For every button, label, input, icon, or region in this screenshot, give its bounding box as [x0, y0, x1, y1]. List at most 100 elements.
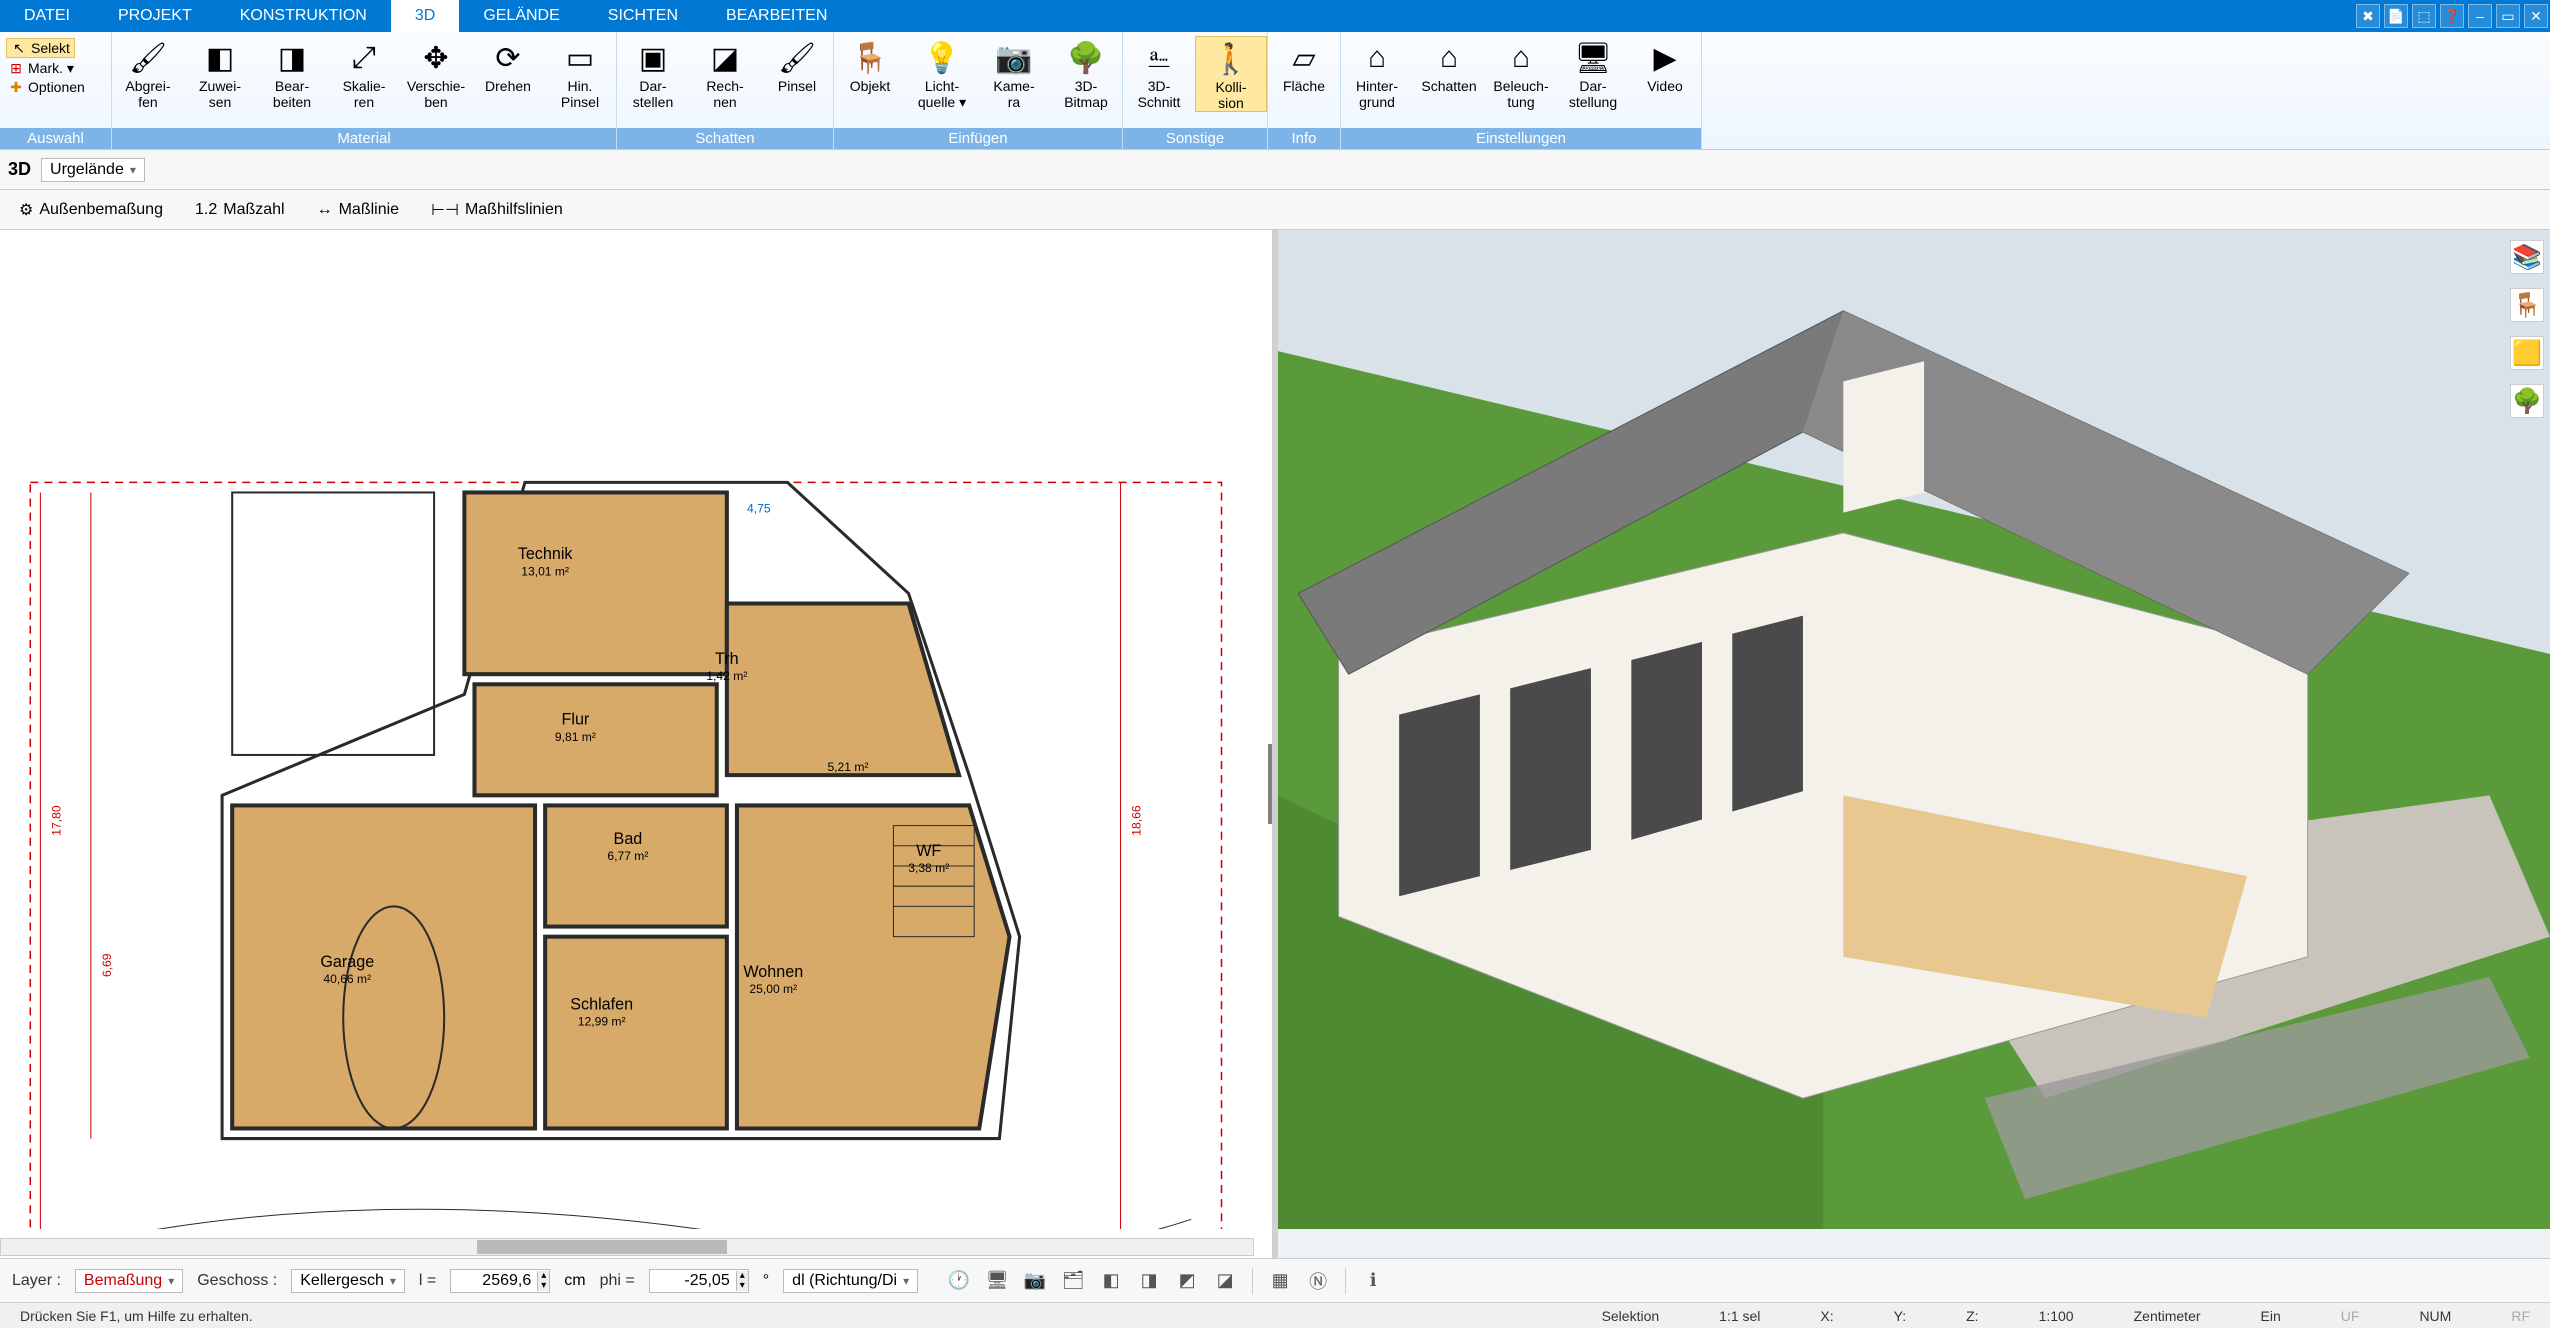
status-selcount: 1:1 sel [1709, 1308, 1770, 1324]
ribbon-btn-licht-quelle-[interactable]: 💡Licht- quelle ▾ [906, 36, 978, 110]
close-icon[interactable]: ✕ [2524, 4, 2548, 28]
plus-icon: ✚ [8, 79, 24, 95]
menu-tab-konstruktion[interactable]: KONSTRUKTION [216, 0, 391, 32]
ctrl-icon-12[interactable]: ℹ [1358, 1266, 1388, 1296]
layers-icon[interactable]: 📚 [2510, 240, 2544, 274]
ribbon-btn-kame-ra[interactable]: 📷Kame- ra [978, 36, 1050, 110]
ribbon-btn-dar-stellen[interactable]: ▣Dar- stellen [617, 36, 689, 110]
menu-tab-bearbeiten[interactable]: BEARBEITEN [702, 0, 851, 32]
room-label-bad: Bad [614, 830, 643, 848]
main-area: Technik13,01 m²Flur9,81 m²Trh1,42 m²5,21… [0, 230, 2550, 1258]
dim-label: Außenbemaßung [39, 201, 163, 219]
menu-tab-3d[interactable]: 3D [391, 0, 459, 32]
length-input[interactable]: ▴▾ [450, 1269, 550, 1293]
ribbon-btn-schatten[interactable]: ⌂Schatten [1413, 36, 1485, 110]
ribbon-btn-zuwei-sen[interactable]: ◧Zuwei- sen [184, 36, 256, 110]
phi-label: phi = [600, 1272, 635, 1290]
hscrollbar-2d[interactable] [0, 1238, 1254, 1256]
ctrl-icon-3[interactable]: 🗂 [1058, 1266, 1088, 1296]
ribbon-icon: 🌳 [1066, 38, 1106, 78]
ribbon-btn-3d-schnitt[interactable]: ⎁3D- Schnitt [1123, 36, 1195, 110]
select-button[interactable]: ↖Selekt [6, 38, 75, 58]
svg-text:6,69: 6,69 [100, 953, 114, 977]
dim-btn-maßhilfslinien[interactable]: ⊢⊣Maßhilfslinien [420, 195, 574, 225]
ribbon-btn-kolli-sion[interactable]: 🚶Kolli- sion [1195, 36, 1267, 112]
ctrl-icon-1[interactable]: 🖥 [982, 1266, 1012, 1296]
ribbon-btn-fl-che[interactable]: ▱Fläche [1268, 36, 1340, 110]
layer-dropdown[interactable]: Bemaßung [75, 1269, 183, 1293]
ribbon-btn-objekt[interactable]: 🪑Objekt [834, 36, 906, 110]
pane-2d-plan[interactable]: Technik13,01 m²Flur9,81 m²Trh1,42 m²5,21… [0, 230, 1278, 1258]
ribbon-icon: 🖌 [777, 38, 817, 78]
help-icon[interactable]: ❓ [2440, 4, 2464, 28]
ctrl-icon-9[interactable]: ▦ [1265, 1266, 1295, 1296]
ribbon-btn-skalie-ren[interactable]: ⤢Skalie- ren [328, 36, 400, 110]
ribbon-btn-hin-pinsel[interactable]: ▭Hin. Pinsel [544, 36, 616, 110]
ribbon-btn-beleuch-tung[interactable]: ⌂Beleuch- tung [1485, 36, 1557, 110]
terrain-dropdown[interactable]: Urgelände [41, 158, 145, 182]
dl-dropdown[interactable]: dl (Richtung/Di [783, 1269, 918, 1293]
ribbon-icon: ◨ [272, 38, 312, 78]
room-label-wf: WF [916, 842, 941, 860]
sys-icon-2[interactable]: ⬚ [2412, 4, 2436, 28]
ctrl-icon-7[interactable]: ◪ [1210, 1266, 1240, 1296]
ribbon-btn-drehen[interactable]: ⟳Drehen [472, 36, 544, 110]
select-label: Selekt [31, 40, 70, 56]
ribbon-btn-hinter-grund[interactable]: ⌂Hinter- grund [1341, 36, 1413, 110]
ribbon-btn-abgrei-fen[interactable]: 🖌Abgrei- fen [112, 36, 184, 110]
ribbon-btn-video[interactable]: ▶Video [1629, 36, 1701, 110]
ribbon-icon: ⟳ [488, 38, 528, 78]
status-num: NUM [2409, 1308, 2461, 1324]
ribbon-btn-rech-nen[interactable]: ◪Rech- nen [689, 36, 761, 110]
splitter-handle[interactable] [1268, 744, 1278, 824]
ribbon-btn-pinsel[interactable]: 🖌Pinsel [761, 36, 833, 110]
ribbon-icon: 🖥 [1573, 38, 1613, 78]
ribbon-icon: ⤢ [344, 38, 384, 78]
dim-btn-maßlinie[interactable]: ↔Maßlinie [306, 196, 410, 224]
ribbon-btn-label: Pinsel [778, 78, 816, 110]
room-label-technik: Technik [518, 545, 574, 563]
ribbon-btn-verschie-ben[interactable]: ✥Verschie- ben [400, 36, 472, 110]
ctrl-icon-10[interactable]: Ⓝ [1303, 1266, 1333, 1296]
dimension-bar: ⚙Außenbemaßung 1.2Maßzahl ↔Maßlinie ⊢⊣Maßhi… [0, 190, 2550, 230]
mark-label: Mark. ▾ [28, 60, 74, 77]
ribbon-btn-label: Drehen [485, 78, 531, 110]
room-label-schlafen: Schlafen [570, 995, 633, 1013]
geschoss-dropdown[interactable]: Kellergesch [291, 1269, 405, 1293]
materials-icon[interactable]: 🟨 [2510, 336, 2544, 370]
minimize-icon[interactable]: – [2468, 4, 2492, 28]
options-button[interactable]: ✚Optionen [6, 79, 87, 95]
pane-3d-view[interactable]: 📚 🪑 🟨 🌳 [1278, 230, 2550, 1258]
menu-tab-sichten[interactable]: SICHTEN [584, 0, 702, 32]
sys-icon-0[interactable]: ✖ [2356, 4, 2380, 28]
menu-tab-gelaende[interactable]: GELÄNDE [459, 0, 583, 32]
maximize-icon[interactable]: ▭ [2496, 4, 2520, 28]
panel-label-material: Material [112, 128, 616, 149]
mark-button[interactable]: ⊞Mark. ▾ [6, 60, 76, 77]
ctrl-icon-4[interactable]: ◧ [1096, 1266, 1126, 1296]
ctrl-icon-0[interactable]: 🕐 [944, 1266, 974, 1296]
furniture-icon[interactable]: 🪑 [2510, 288, 2544, 322]
ctrl-icon-6[interactable]: ◩ [1172, 1266, 1202, 1296]
dim-btn-maßzahl[interactable]: 1.2Maßzahl [184, 196, 296, 224]
panel-label-einstellungen: Einstellungen [1341, 128, 1701, 149]
ctrl-icon-2[interactable]: 📷 [1020, 1266, 1050, 1296]
ribbon-icon: ⌂ [1357, 38, 1397, 78]
ribbon-btn-bear-beiten[interactable]: ◨Bear- beiten [256, 36, 328, 110]
ribbon-btn-3d-bitmap[interactable]: 🌳3D- Bitmap [1050, 36, 1122, 110]
dim-icon: ↔ [317, 201, 333, 219]
ribbon-btn-dar-stellung[interactable]: 🖥Dar- stellung [1557, 36, 1629, 110]
ribbon-btn-label: Schatten [1421, 78, 1476, 110]
sys-icon-1[interactable]: 📄 [2384, 4, 2408, 28]
dim-label: Maßzahl [223, 201, 284, 219]
menu-tab-projekt[interactable]: PROJEKT [94, 0, 216, 32]
menu-tab-datei[interactable]: DATEI [0, 0, 94, 32]
phi-input[interactable]: ▴▾ [649, 1269, 749, 1293]
tree-icon[interactable]: 🌳 [2510, 384, 2544, 418]
ctrl-icon-5[interactable]: ◨ [1134, 1266, 1164, 1296]
status-selektion: Selektion [1592, 1308, 1670, 1324]
svg-text:17,80: 17,80 [50, 805, 64, 836]
dim-btn-außenbemaßung[interactable]: ⚙Außenbemaßung [8, 195, 174, 225]
ribbon-icon: 💡 [922, 38, 962, 78]
ribbon-btn-label: Zuwei- sen [199, 78, 241, 110]
